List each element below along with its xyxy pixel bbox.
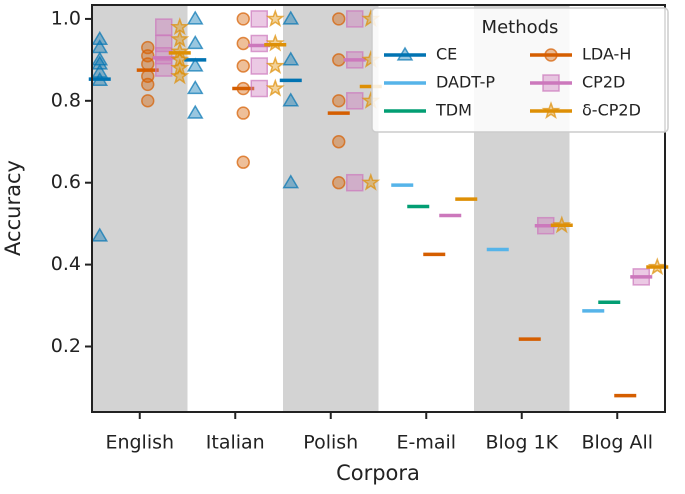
star-point xyxy=(265,78,285,97)
star-point xyxy=(265,33,285,52)
legend-label: TDM xyxy=(435,101,472,120)
square-point xyxy=(155,18,173,36)
star-point xyxy=(361,172,381,191)
triangle-point xyxy=(186,104,204,119)
triangle-point xyxy=(282,51,300,66)
triangle-point xyxy=(186,80,204,95)
square-point xyxy=(155,59,173,77)
x-tick-label: Polish xyxy=(303,432,358,454)
circle-point xyxy=(141,94,155,108)
triangle-point xyxy=(282,174,300,189)
legend-label: LDA-H xyxy=(582,45,631,64)
square-point xyxy=(346,10,364,28)
square-point xyxy=(250,57,268,75)
x-tick-label: Italian xyxy=(206,432,265,454)
y-tick-label: 0.6 xyxy=(51,171,81,193)
y-tick-label: 0.2 xyxy=(51,335,81,357)
legend-label: DADT-P xyxy=(436,73,495,92)
x-tick-label: E-mail xyxy=(396,432,456,454)
triangle-point xyxy=(91,30,109,46)
legend-title: Methods xyxy=(482,17,559,38)
plot-frame xyxy=(91,4,666,413)
square-point xyxy=(250,10,268,28)
circle-point xyxy=(332,135,346,149)
x-tick-label: English xyxy=(105,432,174,454)
triangle-point xyxy=(91,227,109,242)
legend-box xyxy=(371,7,669,133)
y-tick-label: 1.0 xyxy=(51,7,81,29)
circle-point xyxy=(332,94,346,108)
circle-point xyxy=(141,77,155,92)
square-point xyxy=(542,74,560,92)
legend-label: δ-CP2D xyxy=(582,101,641,120)
circle-point xyxy=(236,36,250,51)
star-point xyxy=(265,8,285,28)
square-point xyxy=(346,173,364,192)
triangle-point xyxy=(91,55,109,70)
circle-point xyxy=(236,106,250,120)
category-band xyxy=(283,5,379,412)
triangle-point xyxy=(186,35,204,50)
triangle-point xyxy=(282,92,300,107)
y-tick-label: 0.8 xyxy=(51,89,81,111)
star-point xyxy=(170,66,190,85)
circle-point xyxy=(236,155,250,169)
circle-point xyxy=(332,53,346,67)
legend-label: CP2D xyxy=(582,73,625,92)
x-tick-label: Blog 1K xyxy=(485,432,558,454)
star-point xyxy=(541,101,561,119)
x-tick-label: Blog All xyxy=(581,432,653,454)
circle-point xyxy=(332,12,346,26)
legend-label: CE xyxy=(436,45,457,64)
circle-point xyxy=(236,12,250,26)
square-point xyxy=(346,92,364,110)
x-axis-label: Corpora xyxy=(336,461,420,485)
triangle-point xyxy=(396,46,414,61)
circle-point xyxy=(141,57,155,71)
triangle-point xyxy=(282,10,300,25)
circle-point xyxy=(236,59,250,73)
circle-point xyxy=(544,48,558,62)
star-point xyxy=(265,56,285,74)
triangle-point xyxy=(91,63,109,78)
y-tick-label: 0.4 xyxy=(51,253,81,275)
circle-point xyxy=(332,176,346,190)
square-point xyxy=(250,79,268,98)
triangle-point xyxy=(186,57,204,72)
triangle-point xyxy=(186,10,204,25)
y-axis-label: Accuracy xyxy=(1,160,25,256)
